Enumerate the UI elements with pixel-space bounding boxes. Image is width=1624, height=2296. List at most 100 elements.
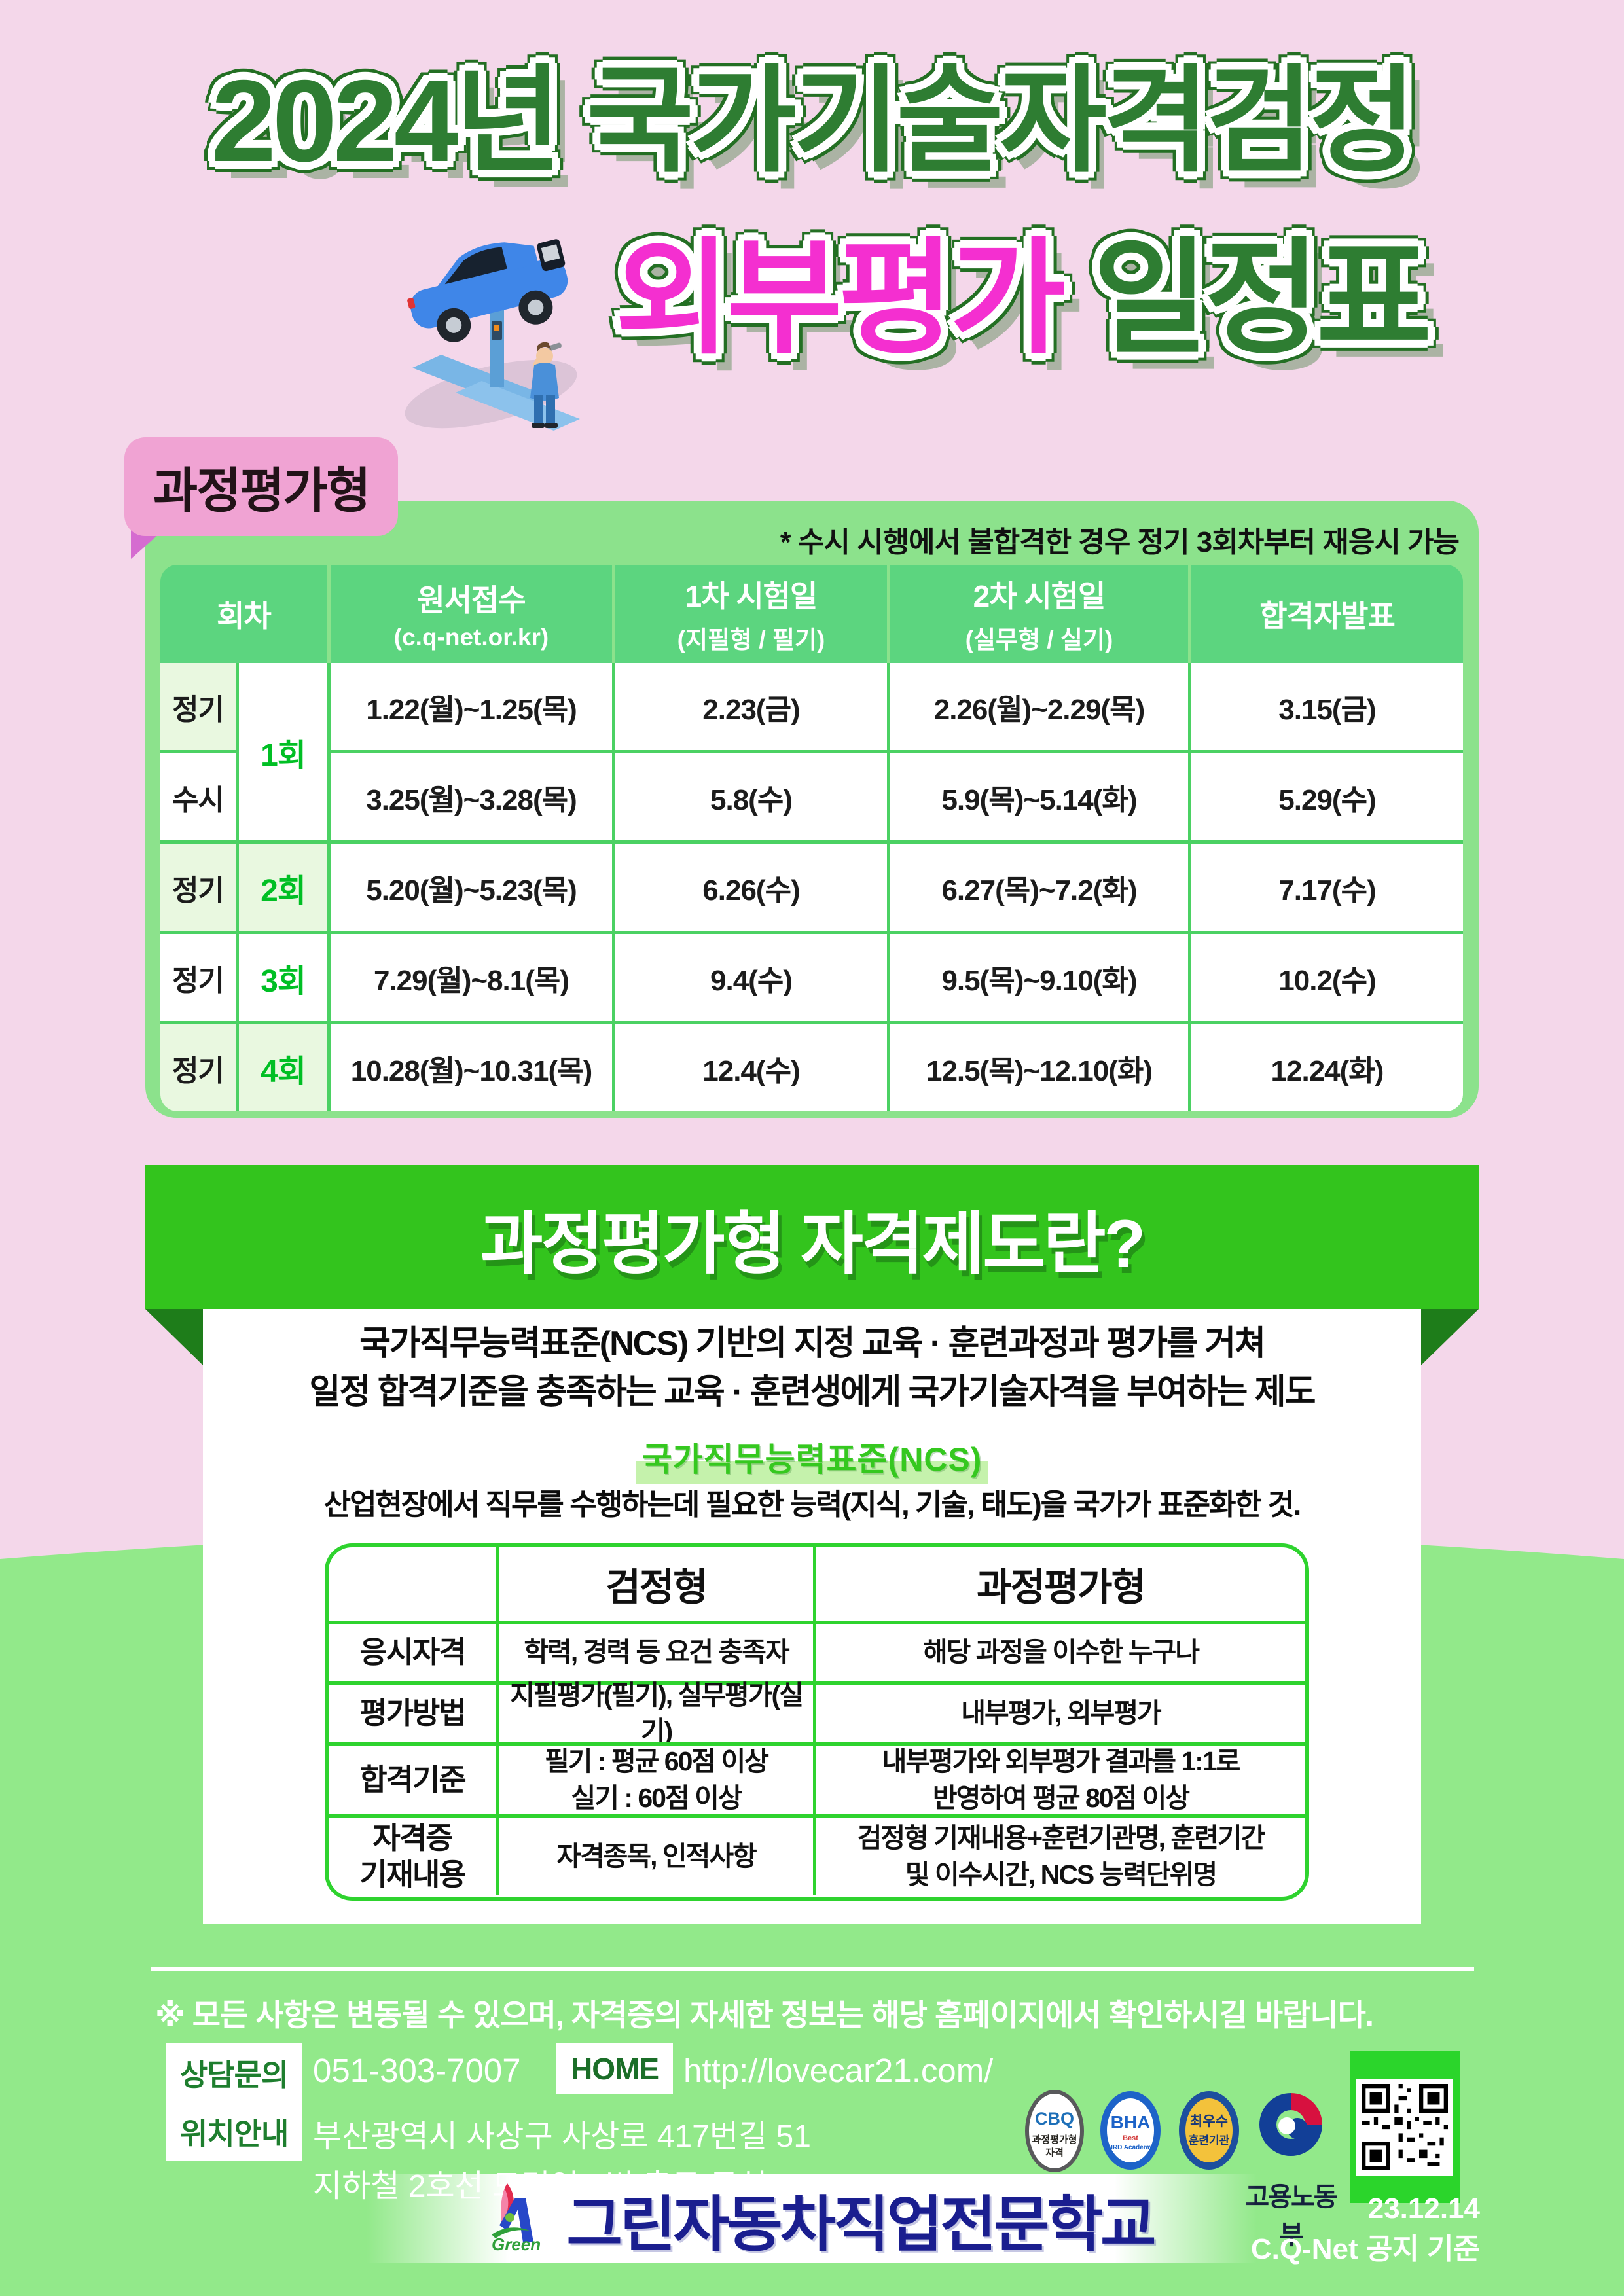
phone-number[interactable]: 051-303-7007: [313, 2052, 521, 2089]
table-cell-exam2: 6.27(목)~7.2(화): [890, 844, 1188, 931]
poster-title-line2: 외부평가 일정표: [0, 236, 1624, 361]
ncs-heading: 국가직무능력표준(NCS): [203, 1433, 1421, 1484]
schedule-table: 회차 원서접수 (c.q-net.or.kr) 1차 시험일 (지필형 / 필기…: [160, 565, 1463, 1111]
homepage-link[interactable]: http://lovecar21.com/: [683, 2052, 994, 2089]
school-name: 그린자동차직업전문학교: [566, 2190, 1156, 2259]
bha-certification-badge: BHA Best HRD Academy: [1100, 2091, 1161, 2170]
cmp-cell-exam: 지필평가(필기), 실무평가(실기): [496, 1680, 813, 1746]
table-cell-exam1: 2.23(금): [615, 663, 887, 750]
schedule-table-header: 회차 원서접수 (c.q-net.or.kr) 1차 시험일 (지필형 / 필기…: [160, 565, 1463, 663]
about-banner: 과정평가형 자격제도란?: [145, 1165, 1479, 1309]
location-label: 위치안내: [166, 2102, 303, 2161]
schedule-note: * 수시 시행에서 불합격한 경우 정기 3회차부터 재응시 가능: [780, 526, 1460, 558]
address-line1: 부산광역시 사상구 사상로 417번길 51: [313, 2119, 811, 2154]
cmp-header-course-type: 과정평가형: [813, 1547, 1305, 1621]
svg-text:BHA: BHA: [1111, 2112, 1151, 2132]
table-cell-announce: 12.24(화): [1191, 1024, 1463, 1111]
col-header-apply: 원서접수 (c.q-net.or.kr): [331, 565, 612, 663]
table-cell-round: 4회: [239, 1024, 327, 1111]
qr-pattern: [1362, 2084, 1448, 2170]
svg-text:HRD Academy: HRD Academy: [1108, 2144, 1153, 2151]
svg-text:Green: Green: [492, 2234, 541, 2254]
svg-text:과정평가형: 과정평가형: [1032, 2134, 1077, 2145]
moel-label: 고용노동부: [1245, 2183, 1337, 2250]
table-cell-exam2: 2.26(월)~2.29(목): [890, 663, 1188, 750]
moel-symbol: [1259, 2093, 1322, 2156]
table-cell-apply: 1.22(월)~1.25(목): [331, 663, 612, 750]
table-cell-apply: 7.29(월)~8.1(목): [331, 934, 612, 1021]
col-header-round: 회차: [160, 565, 327, 663]
about-description: 국가직무능력표준(NCS) 기반의 지정 교육 · 훈련과정과 평가를 거쳐 일…: [203, 1319, 1421, 1416]
cmp-corner-cell: [329, 1547, 496, 1621]
table-cell-exam2: 9.5(목)~9.10(화): [890, 934, 1188, 1021]
table-cell-exam1: 6.26(수): [615, 844, 887, 931]
footer-divider: [151, 1967, 1474, 1971]
svg-text:CBQ: CBQ: [1035, 2109, 1074, 2128]
table-cell-exam2: 5.9(목)~5.14(화): [890, 753, 1188, 840]
svg-text:자격: 자격: [1045, 2147, 1064, 2159]
qr-code-inner: [1356, 2079, 1453, 2176]
cmp-header-exam-type: 검정형: [496, 1547, 813, 1621]
cbq-certification-badge: CBQ 과정평가형 자격: [1025, 2090, 1084, 2172]
reference-date-value: 23.12.14: [1367, 2193, 1480, 2225]
table-cell-announce: 5.29(수): [1191, 753, 1463, 840]
table-cell-type: 정기: [160, 663, 236, 750]
svg-text:훈련기관: 훈련기관: [1189, 2134, 1230, 2147]
home-label: HOME: [556, 2043, 673, 2094]
table-cell-exam2: 12.5(목)~12.10(화): [890, 1024, 1188, 1111]
reference-date-source: C.Q-Net 공지 기준: [1250, 2233, 1480, 2265]
table-cell-apply: 3.25(월)~3.28(목): [331, 753, 612, 840]
cmp-cell-course: 내부평가, 외부평가: [813, 1681, 1305, 1742]
table-cell-round: 1회: [239, 663, 327, 840]
table-cell-announce: 7.17(수): [1191, 844, 1463, 931]
cmp-cell-course: 해당 과정을 이수한 누구나: [813, 1621, 1305, 1681]
cmp-cell-course: 내부평가와 외부평가 결과를 1:1로 반영하여 평균 80점 이상: [813, 1742, 1305, 1814]
col-header-announce: 합격자발표: [1191, 565, 1463, 663]
table-cell-apply: 5.20(월)~5.23(목): [331, 844, 612, 931]
table-cell-announce: 10.2(수): [1191, 934, 1463, 1021]
qr-code[interactable]: [1350, 2051, 1460, 2203]
cmp-row-label: 합격기준: [329, 1742, 496, 1814]
svg-text:최우수: 최우수: [1190, 2114, 1228, 2129]
table-cell-apply: 10.28(월)~10.31(목): [331, 1024, 612, 1111]
table-cell-type: 정기: [160, 1024, 236, 1111]
cmp-cell-course: 검정형 기재내용+훈련기관명, 훈련기간 및 이수시간, NCS 능력단위명: [813, 1814, 1305, 1895]
reference-date: 23.12.14 C.Q-Net 공지 기준: [1251, 2189, 1480, 2269]
cmp-cell-exam: 필기 : 평균 60점 이상 실기 : 60점 이상: [496, 1742, 813, 1814]
ncs-description: 산업현장에서 직무를 수행하는데 필요한 능력(지식, 기술, 태도)을 국가가…: [323, 1488, 1302, 1521]
col-header-exam2: 2차 시험일 (실무형 / 실기): [890, 565, 1188, 663]
about-description-line2: 일정 합격기준을 충족하는 교육 · 훈련생에게 국가기술자격을 부여하는 제도: [309, 1373, 1316, 1411]
table-cell-round: 2회: [239, 844, 327, 931]
cmp-row-label: 응시자격: [329, 1621, 496, 1681]
schedule-table-body: 정기 1회 1.22(월)~1.25(목) 2.23(금) 2.26(월)~2.…: [160, 663, 1463, 1111]
table-cell-exam1: 12.4(수): [615, 1024, 887, 1111]
school-logo: Green: [492, 2183, 541, 2254]
title-word-external-eval: 외부평가: [615, 228, 1066, 368]
comparison-table: 검정형 과정평가형 응시자격 학력, 경력 등 요건 충족자 해당 과정을 이수…: [325, 1543, 1309, 1901]
best-training-badge: 최우수 훈련기관: [1179, 2091, 1239, 2170]
table-cell-type: 정기: [160, 934, 236, 1021]
about-description-line1: 국가직무능력표준(NCS) 기반의 지정 교육 · 훈련과정과 평가를 거쳐: [359, 1325, 1266, 1363]
table-cell-round: 3회: [239, 934, 327, 1021]
section-badge: 과정평가형: [124, 437, 399, 536]
col-header-exam1: 1차 시험일 (지필형 / 필기): [615, 565, 887, 663]
mechanic-figure: [530, 342, 562, 428]
cmp-cell-exam: 학력, 경력 등 요건 충족자: [496, 1621, 813, 1681]
table-cell-exam1: 9.4(수): [615, 934, 887, 1021]
table-cell-exam1: 5.8(수): [615, 753, 887, 840]
table-cell-type: 정기: [160, 844, 236, 931]
footer-notice: ※ 모든 사항은 변동될 수 있으며, 자격증의 자세한 정보는 해당 홈페이지…: [155, 1998, 1374, 2032]
contact-label: 상담문의: [166, 2043, 303, 2102]
car-lift-illustration: [405, 239, 580, 431]
svg-text:Best: Best: [1123, 2134, 1138, 2142]
cmp-cell-exam: 자격종목, 인적사항: [496, 1814, 813, 1895]
title-word-schedule: 일정표: [1092, 228, 1432, 368]
table-cell-type: 수시: [160, 753, 236, 840]
cmp-row-label: 평가방법: [329, 1681, 496, 1742]
table-cell-announce: 3.15(금): [1191, 663, 1463, 750]
school-band: Green 그린자동차직업전문학교: [367, 2174, 1257, 2263]
about-banner-title: 과정평가형 자격제도란?: [480, 1206, 1146, 1282]
cmp-row-label: 자격증 기재내용: [329, 1814, 496, 1895]
poster-title-line1: 2024년 국가기술자격검정: [211, 56, 1416, 186]
